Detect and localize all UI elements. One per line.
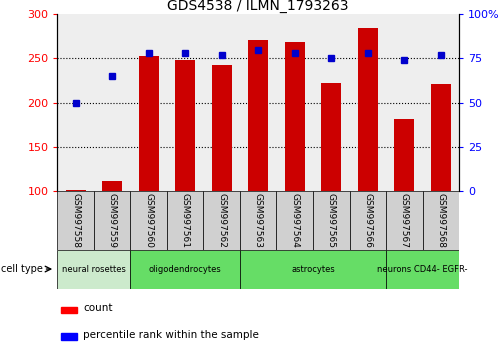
- Text: neurons CD44- EGFR-: neurons CD44- EGFR-: [377, 264, 468, 274]
- Title: GDS4538 / ILMN_1793263: GDS4538 / ILMN_1793263: [168, 0, 349, 13]
- Text: GSM997561: GSM997561: [181, 193, 190, 248]
- Bar: [313, 191, 349, 250]
- Bar: [57, 250, 130, 289]
- Bar: [358, 28, 378, 191]
- Text: GSM997566: GSM997566: [363, 193, 372, 248]
- Bar: [61, 307, 77, 313]
- Text: percentile rank within the sample: percentile rank within the sample: [83, 330, 259, 340]
- Text: count: count: [83, 303, 113, 313]
- Bar: [321, 83, 341, 191]
- Bar: [423, 191, 459, 250]
- Bar: [285, 42, 305, 191]
- Bar: [394, 120, 414, 191]
- Text: GSM997562: GSM997562: [217, 193, 226, 248]
- Bar: [130, 191, 167, 250]
- Bar: [386, 191, 423, 250]
- Text: GSM997567: GSM997567: [400, 193, 409, 248]
- Bar: [212, 65, 232, 191]
- Bar: [167, 191, 204, 250]
- Text: GSM997568: GSM997568: [436, 193, 445, 248]
- Bar: [57, 191, 94, 250]
- Bar: [102, 181, 122, 191]
- Bar: [139, 56, 159, 191]
- Bar: [276, 191, 313, 250]
- Text: GSM997563: GSM997563: [253, 193, 263, 248]
- Text: cell type: cell type: [1, 264, 43, 274]
- Text: GSM997558: GSM997558: [71, 193, 80, 248]
- Text: oligodendrocytes: oligodendrocytes: [149, 264, 222, 274]
- Bar: [240, 191, 276, 250]
- Text: astrocytes: astrocytes: [291, 264, 335, 274]
- Text: neural rosettes: neural rosettes: [62, 264, 126, 274]
- Bar: [248, 40, 268, 191]
- Bar: [130, 250, 240, 289]
- Bar: [61, 333, 77, 339]
- Bar: [65, 190, 86, 191]
- Bar: [431, 84, 451, 191]
- Text: GSM997559: GSM997559: [108, 193, 117, 248]
- Bar: [175, 60, 195, 191]
- Text: GSM997564: GSM997564: [290, 193, 299, 248]
- Text: GSM997560: GSM997560: [144, 193, 153, 248]
- Text: GSM997565: GSM997565: [327, 193, 336, 248]
- Bar: [94, 191, 130, 250]
- Bar: [349, 191, 386, 250]
- Bar: [240, 250, 386, 289]
- Bar: [386, 250, 459, 289]
- Bar: [204, 191, 240, 250]
